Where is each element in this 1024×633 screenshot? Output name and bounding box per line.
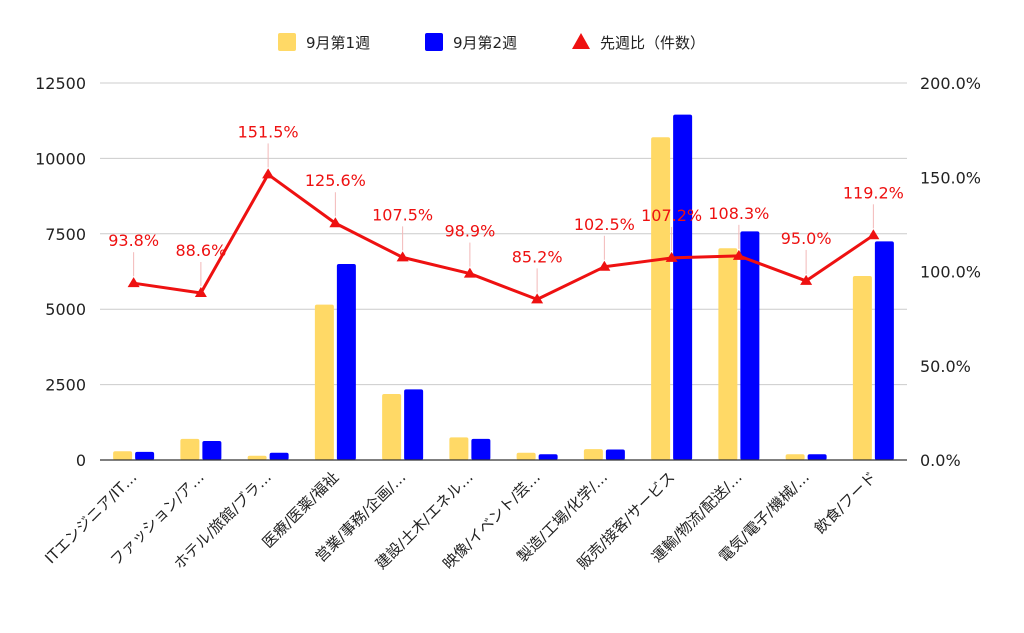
left-tick-label: 10000: [35, 149, 86, 168]
ratio-data-label: 93.8%: [108, 231, 159, 250]
bar-2: [471, 438, 491, 460]
bar-1: [113, 451, 133, 460]
bar-2: [202, 440, 222, 460]
left-tick-label: 12500: [35, 74, 86, 93]
legend-label: 先週比（件数）: [600, 34, 705, 52]
bar-2: [874, 241, 894, 460]
bar-1: [449, 437, 469, 460]
bar-1: [180, 438, 200, 460]
left-tick-label: 5000: [45, 300, 86, 319]
ratio-data-label: 107.2%: [641, 206, 702, 225]
ratio-marker: [732, 249, 745, 260]
legend-swatch: [425, 33, 443, 51]
bar-2: [336, 263, 356, 460]
bars: [113, 114, 894, 460]
bar-1: [583, 449, 603, 460]
bar-1: [852, 276, 872, 460]
ratio-marker: [329, 217, 342, 228]
legend-label: 9月第2週: [453, 34, 517, 52]
bar-2: [135, 451, 155, 460]
ratio-data-label: 108.3%: [708, 204, 769, 223]
bar-2: [538, 454, 558, 460]
ratio-marker: [262, 168, 275, 179]
right-axis-ticks: 0.0% 50.0% 100.0% 150.0% 200.0%: [920, 74, 981, 470]
ratio-data-label: 98.9%: [444, 222, 495, 241]
ratio-data-label: 88.6%: [175, 241, 226, 260]
ratio-marker: [598, 260, 611, 271]
right-tick-label: 0.0%: [920, 451, 961, 470]
ratio-data-label: 119.2%: [843, 183, 904, 202]
bar-2: [269, 452, 289, 460]
x-axis: ITエンジニア/IT…ファッション/ア…ホテル/旅館/ブラ…医療/医薬/福祉営業…: [41, 459, 907, 573]
bar-1: [382, 393, 402, 460]
ratio-marker: [463, 267, 476, 278]
bar-1: [516, 452, 536, 460]
legend: 9月第1週 9月第2週 先週比（件数）: [278, 33, 705, 52]
ratio-data-label: 85.2%: [512, 247, 563, 266]
left-tick-label: 2500: [45, 376, 86, 395]
data-labels: 93.8% 88.6% 151.5% 125.6% 107.5% 98.9% 85.2% 10…: [108, 122, 904, 293]
ratio-data-label: 125.6%: [305, 171, 366, 190]
legend-swatch: [278, 33, 296, 51]
left-tick-label: 0: [76, 451, 86, 470]
ratio-polyline: [133, 172, 875, 301]
ratio-marker: [867, 229, 880, 240]
bar-1: [785, 454, 805, 460]
right-tick-label: 200.0%: [920, 74, 981, 93]
bar-2: [740, 231, 760, 460]
right-tick-label: 50.0%: [920, 357, 971, 376]
ratio-marker: [127, 277, 140, 288]
bar-1: [718, 248, 738, 460]
ratio-data-label: 151.5%: [238, 122, 299, 141]
ratio-data-label: 95.0%: [781, 229, 832, 248]
right-tick-label: 150.0%: [920, 168, 981, 187]
ratio-marker: [396, 251, 409, 262]
right-tick-label: 100.0%: [920, 263, 981, 282]
bar-1: [651, 137, 671, 460]
ratio-data-label: 107.5%: [372, 205, 433, 224]
bar-2: [605, 449, 625, 460]
bar-2: [673, 114, 693, 460]
legend-label: 9月第1週: [306, 34, 370, 52]
ratio-marker: [531, 293, 544, 304]
bar-2: [404, 389, 424, 460]
bar-1: [314, 304, 334, 460]
left-axis-ticks: 0 2500 5000 7500 10000 12500: [35, 74, 86, 470]
bar-1: [247, 455, 267, 460]
ratio-marker: [665, 251, 678, 262]
legend-triangle-icon: [572, 33, 590, 49]
ratio-line: [127, 168, 880, 304]
category-label: 飲食/フード: [811, 468, 880, 537]
ratio-data-label: 102.5%: [574, 215, 635, 234]
bar-2: [807, 454, 827, 460]
ratio-marker: [194, 286, 207, 297]
ratio-marker: [800, 274, 813, 285]
left-tick-label: 7500: [45, 225, 86, 244]
